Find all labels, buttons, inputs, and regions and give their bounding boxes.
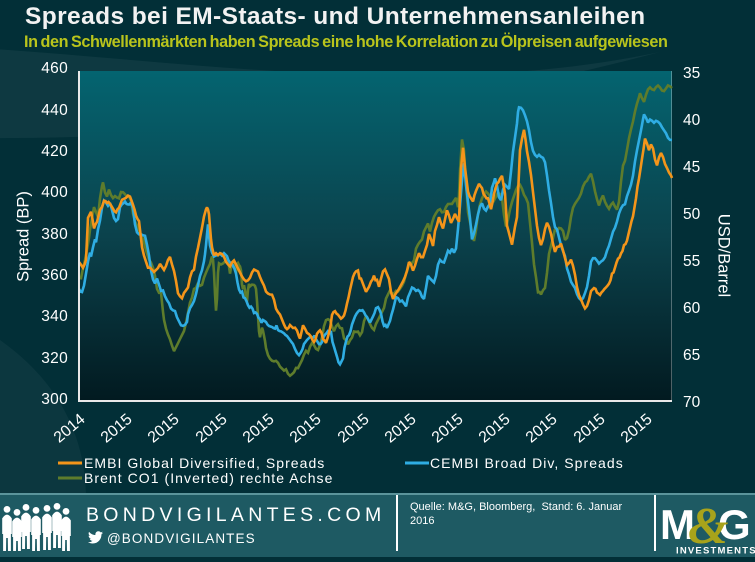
- svg-text:M: M: [662, 501, 695, 548]
- svg-text:INVESTMENTS: INVESTMENTS: [676, 546, 755, 557]
- svg-text:G: G: [718, 501, 751, 548]
- svg-text:&: &: [688, 498, 728, 555]
